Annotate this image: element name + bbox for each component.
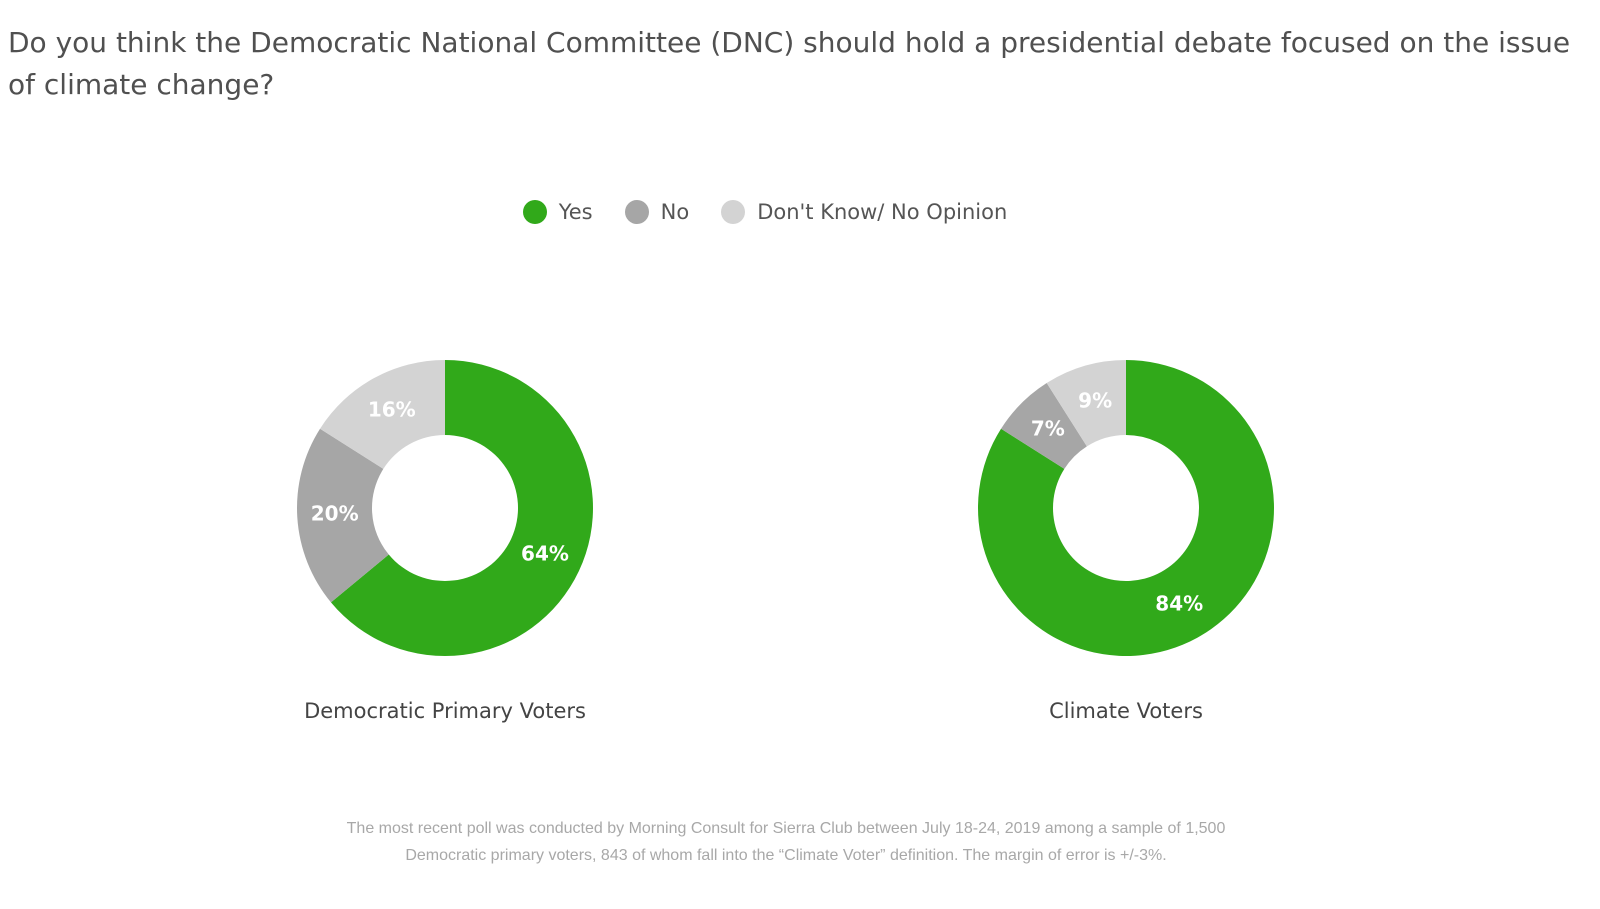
legend-label-yes: Yes: [558, 200, 593, 224]
donut-slice-don-t-know-no-opinion[interactable]: [320, 360, 445, 469]
slice-label-no: 20%: [311, 501, 359, 525]
slice-label-don-t-know-no-opinion: 9%: [1078, 388, 1112, 412]
donut-slice-no[interactable]: [1001, 383, 1087, 469]
slice-label-don-t-know-no-opinion: 16%: [368, 398, 416, 422]
legend-swatch-yes: [522, 200, 547, 224]
legend-item-dont-know[interactable]: Don't Know/ No Opinion: [721, 200, 1007, 224]
chart-legend: Yes No Don't Know/ No Opinion: [0, 200, 1530, 224]
donut-slice-yes[interactable]: [330, 360, 593, 656]
poll-footnote: The most recent poll was conducted by Mo…: [346, 820, 1226, 864]
legend-item-yes[interactable]: Yes: [522, 200, 593, 224]
legend-item-no[interactable]: No: [624, 200, 690, 224]
chart-caption-democratic-primary-voters: Democratic Primary Voters: [304, 699, 586, 723]
legend-label-dont-know: Don't Know/ No Opinion: [757, 200, 1008, 224]
slice-label-yes: 64%: [521, 542, 569, 566]
chart-question-title: Do you think the Democratic National Com…: [8, 26, 1571, 101]
donut-charts: 64% 20% 16% Democratic Primary Voters 84% 7% 9…: [297, 360, 1274, 723]
donut-slice-don-t-know-no-opinion[interactable]: [1046, 360, 1126, 447]
chart-caption-climate-voters: Climate Voters: [1049, 699, 1203, 723]
slice-label-yes: 84%: [1155, 591, 1203, 615]
legend-swatch-dont-know: [721, 200, 746, 224]
donut-slice-yes[interactable]: [978, 360, 1274, 656]
legend-label-no: No: [660, 200, 690, 224]
legend-swatch-no: [624, 200, 649, 224]
slice-label-no: 7%: [1031, 416, 1065, 440]
donut-slice-no[interactable]: [297, 428, 389, 603]
donut-chart-democratic-primary-voters: 64% 20% 16% Democratic Primary Voters: [297, 360, 593, 723]
donut-chart-climate-voters: 84% 7% 9% Climate Voters: [978, 360, 1274, 723]
